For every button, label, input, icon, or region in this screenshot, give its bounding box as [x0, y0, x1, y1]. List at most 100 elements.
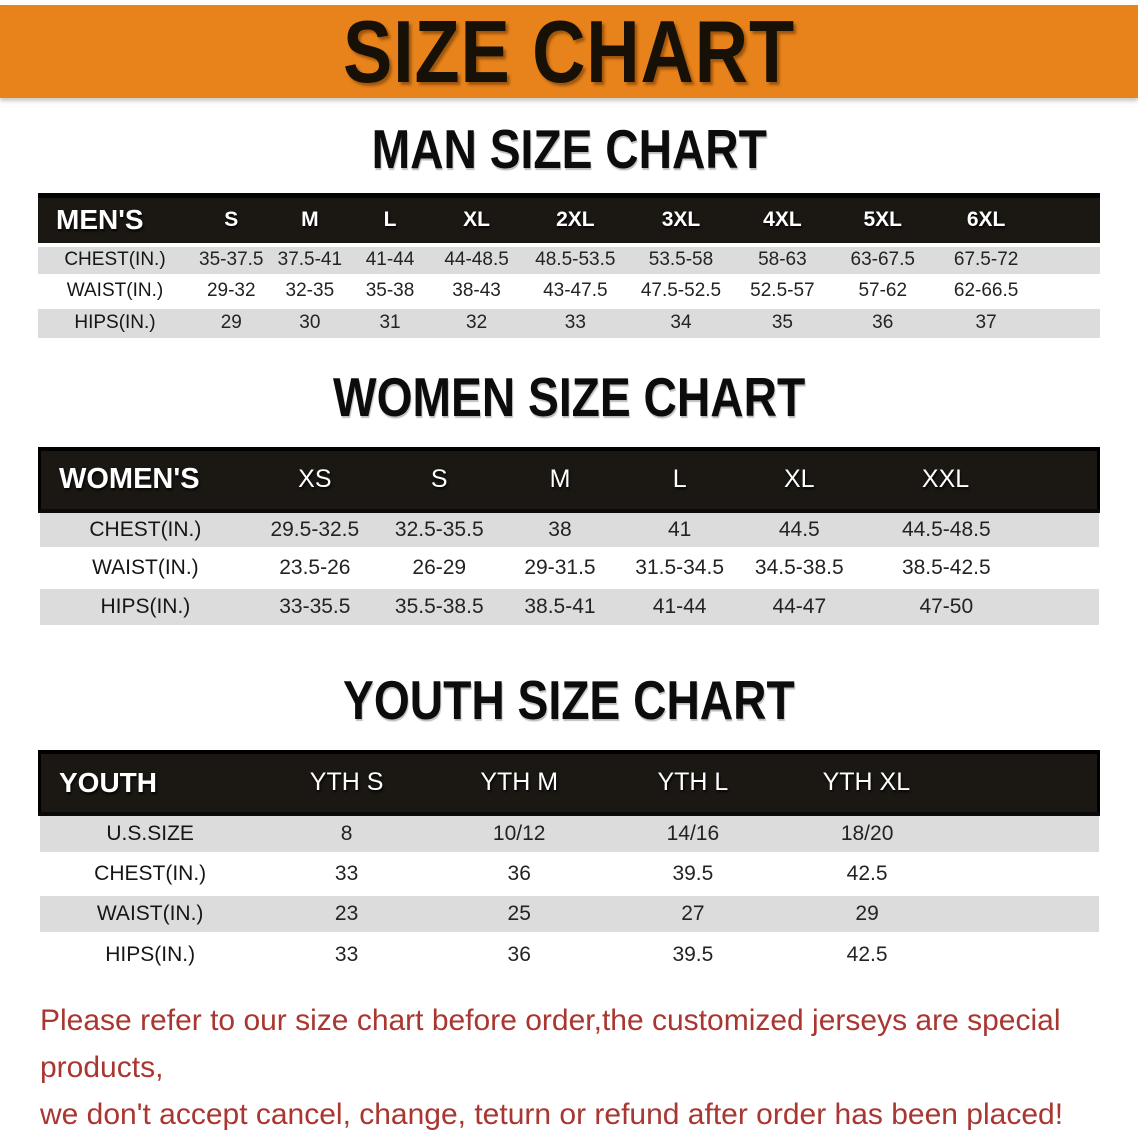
table-cell: 34 — [628, 306, 734, 338]
table-row: HIPS(IN.) 33-35.5 35.5-38.5 38.5-41 41-44 44-… — [39, 586, 1099, 625]
disclaimer-line-1: Please refer to our size chart before or… — [40, 1003, 1061, 1084]
table-cell: 33 — [260, 933, 433, 974]
men-size-table: MEN'S S M L XL 2XL 3XL 4XL 5XL 6XL CHEST(IN.) 35-37… — [38, 193, 1100, 338]
row-label: WAIST(IN.) — [39, 548, 252, 587]
table-header-row: YOUTH YTH S YTH M YTH L YTH XL — [37, 749, 1100, 816]
table-row: CHEST(IN.) 35-37.5 37.5-41 41-44 44-48.5 48.5… — [38, 244, 1100, 276]
table-cell: 18/20 — [779, 813, 1099, 854]
table-title: YOUTH — [37, 749, 261, 816]
column-header: L — [619, 446, 740, 513]
column-header: 5XL — [831, 193, 935, 245]
table-row: HIPS(IN.) 33 36 39.5 42.5 — [39, 933, 1099, 974]
table-cell: 23 — [260, 893, 433, 934]
table-cell: 52.5-57 — [733, 275, 832, 307]
column-header: M — [270, 193, 350, 245]
row-label: WAIST(IN.) — [39, 893, 261, 934]
youth-section: YOUTH SIZE CHART YOUTH YTH S YTH M YTH L YTH… — [0, 672, 1138, 974]
table-cell: 47.5-52.5 — [628, 275, 734, 307]
table-cell: 30 — [270, 306, 350, 338]
table-title: MEN'S — [38, 193, 192, 245]
row-label: WAIST(IN.) — [38, 275, 192, 307]
table-cell: 67.5-72 — [934, 244, 1100, 276]
row-label: HIPS(IN.) — [38, 306, 192, 338]
column-header: 6XL — [934, 193, 1100, 245]
table-cell: 33 — [260, 853, 433, 894]
row-label: CHEST(IN.) — [39, 853, 261, 894]
size-chart-banner: SIZE CHART — [0, 5, 1138, 98]
women-section: WOMEN SIZE CHART WOMEN'S XS S M L XL XXL CHEST(… — [0, 365, 1138, 625]
table-cell: 10/12 — [432, 813, 607, 854]
table-cell: 14/16 — [606, 813, 780, 854]
disclaimer: Please refer to our size chart before or… — [0, 997, 1138, 1138]
men-section: MAN SIZE CHART MEN'S S M L XL 2XL 3XL 4XL 5XL 6XL… — [0, 118, 1138, 338]
men-section-heading-text: MAN SIZE CHART — [371, 118, 767, 180]
table-cell: 53.5-58 — [628, 244, 734, 276]
table-header-row: MEN'S S M L XL 2XL 3XL 4XL 5XL 6XL — [38, 193, 1100, 245]
column-header: S — [191, 193, 271, 245]
table-cell: 36 — [432, 853, 607, 894]
table-row: HIPS(IN.) 29 30 31 32 33 34 35 36 37 — [38, 306, 1100, 338]
table-cell: 36 — [831, 306, 935, 338]
table-header-row: WOMEN'S XS S M L XL XXL — [38, 446, 1101, 513]
column-header: XS — [251, 446, 379, 513]
table-cell: 63-67.5 — [831, 244, 935, 276]
table-cell: 44-48.5 — [430, 244, 523, 276]
table-cell: 44.5 — [739, 510, 860, 549]
table-cell: 25 — [432, 893, 607, 934]
column-header: L — [349, 193, 431, 245]
table-cell: 32.5-35.5 — [378, 510, 501, 549]
table-cell: 29-32 — [191, 275, 271, 307]
table-cell: 8 — [260, 813, 433, 854]
table-cell: 35-38 — [349, 275, 431, 307]
table-cell: 38-43 — [430, 275, 523, 307]
table-row: U.S.SIZE 8 10/12 14/16 18/20 — [39, 813, 1099, 854]
table-title: WOMEN'S — [38, 446, 252, 513]
column-header: XXL — [859, 446, 1101, 513]
table-cell: 44.5-48.5 — [859, 510, 1099, 549]
table-cell: 36 — [432, 933, 607, 974]
table-cell: 58-63 — [733, 244, 832, 276]
table-cell: 43-47.5 — [522, 275, 629, 307]
table-cell: 41-44 — [349, 244, 431, 276]
column-header: 3XL — [628, 193, 734, 245]
table-cell: 38.5-42.5 — [859, 548, 1099, 587]
table-cell: 33-35.5 — [251, 586, 379, 625]
column-header: XL — [430, 193, 523, 245]
table-cell: 29.5-32.5 — [251, 510, 379, 549]
women-size-table: WOMEN'S XS S M L XL XXL CHEST(IN.) 29.5-32.5 32.5… — [38, 446, 1101, 625]
youth-size-table: YOUTH YTH S YTH M YTH L YTH XL U.S.SIZE 8 10/12… — [37, 749, 1100, 974]
men-section-heading: MAN SIZE CHART — [0, 118, 1138, 180]
column-header: 2XL — [522, 193, 629, 245]
table-cell: 42.5 — [779, 853, 1099, 894]
table-cell: 38 — [500, 510, 620, 549]
row-label: CHEST(IN.) — [39, 510, 252, 549]
table-row: WAIST(IN.) 23.5-26 26-29 29-31.5 31.5-34.5 34… — [39, 548, 1099, 587]
women-section-heading-text: WOMEN SIZE CHART — [332, 365, 806, 428]
row-label: U.S.SIZE — [39, 813, 261, 854]
table-cell: 35 — [733, 306, 832, 338]
table-cell: 29-31.5 — [500, 548, 620, 587]
table-cell: 32 — [430, 306, 523, 338]
disclaimer-line-2: we don't accept cancel, change, teturn o… — [40, 1097, 1064, 1131]
table-cell: 41-44 — [619, 586, 740, 625]
table-cell: 35.5-38.5 — [378, 586, 501, 625]
row-label: CHEST(IN.) — [38, 244, 192, 276]
table-cell: 33 — [522, 306, 629, 338]
column-header: XL — [739, 446, 860, 513]
row-label: HIPS(IN.) — [39, 933, 261, 974]
table-cell: 57-62 — [831, 275, 935, 307]
column-header: M — [500, 446, 620, 513]
table-cell: 48.5-53.5 — [522, 244, 629, 276]
column-header: YTH S — [260, 749, 433, 816]
column-header: YTH M — [432, 749, 607, 816]
table-cell: 38.5-41 — [500, 586, 620, 625]
table-cell: 35-37.5 — [191, 244, 271, 276]
table-cell: 39.5 — [606, 853, 780, 894]
table-cell: 23.5-26 — [251, 548, 379, 587]
table-row: WAIST(IN.) 29-32 32-35 35-38 38-43 43-47.5 47.… — [38, 275, 1100, 307]
banner-title: SIZE CHART — [343, 1, 795, 101]
table-cell: 37 — [934, 306, 1100, 338]
table-row: WAIST(IN.) 23 25 27 29 — [39, 893, 1099, 934]
table-row: CHEST(IN.) 29.5-32.5 32.5-35.5 38 41 44.5 44.5… — [39, 510, 1099, 549]
women-section-heading: WOMEN SIZE CHART — [0, 365, 1138, 428]
